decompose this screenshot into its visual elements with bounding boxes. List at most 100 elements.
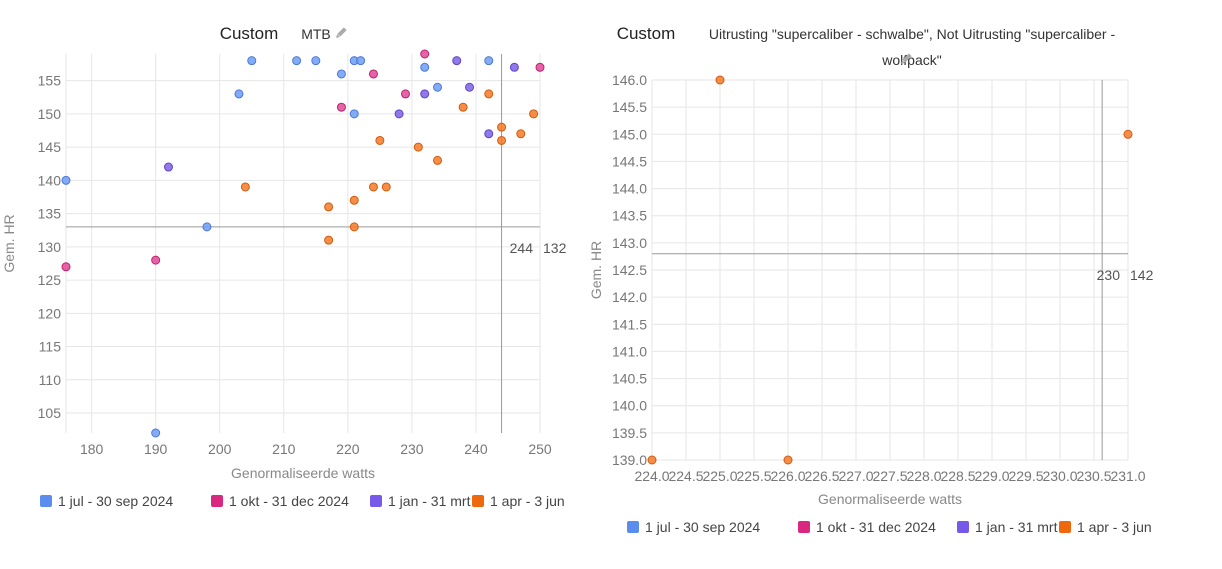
data-point[interactable] bbox=[484, 129, 494, 139]
data-point[interactable] bbox=[311, 56, 321, 66]
chart-subtitle: Uitrusting "supercaliber - schwalbe", No… bbox=[709, 26, 1116, 42]
data-point[interactable] bbox=[783, 455, 793, 465]
legend-swatch[interactable] bbox=[1059, 521, 1071, 533]
y-tick-label: 150 bbox=[38, 106, 62, 122]
data-point[interactable] bbox=[484, 56, 494, 66]
data-point[interactable] bbox=[202, 222, 212, 232]
data-point[interactable] bbox=[465, 82, 475, 92]
data-point[interactable] bbox=[61, 175, 71, 185]
x-tick-label: 210 bbox=[272, 441, 296, 457]
edit-pencil-icon[interactable] bbox=[335, 27, 347, 39]
x-axis-label: Genormaliseerde watts bbox=[818, 491, 962, 507]
x-tick-label: 230 bbox=[400, 441, 424, 457]
data-point[interactable] bbox=[497, 135, 507, 145]
pencil-tip-icon bbox=[336, 34, 340, 38]
data-point[interactable] bbox=[349, 109, 359, 119]
data-point[interactable] bbox=[349, 195, 359, 205]
legend-entry[interactable]: 1 jan - 31 mrt bbox=[388, 493, 471, 509]
data-point[interactable] bbox=[516, 129, 526, 139]
legend-swatch[interactable] bbox=[40, 495, 52, 507]
data-point[interactable] bbox=[433, 155, 443, 165]
legend-swatch[interactable] bbox=[472, 495, 484, 507]
data-point[interactable] bbox=[368, 182, 378, 192]
data-point[interactable] bbox=[240, 182, 250, 192]
data-point[interactable] bbox=[535, 62, 545, 72]
x-tick-label: 190 bbox=[144, 441, 168, 457]
data-point[interactable] bbox=[497, 122, 507, 132]
y-tick-label: 140.5 bbox=[612, 371, 647, 387]
pencil-tip-icon bbox=[901, 60, 905, 64]
y-axis-label: Gem. HR bbox=[588, 241, 604, 299]
legend-entry[interactable]: 1 apr - 3 jun bbox=[490, 493, 565, 509]
legend-entry[interactable]: 1 okt - 31 dec 2024 bbox=[816, 519, 936, 535]
data-point[interactable] bbox=[324, 202, 334, 212]
data-point[interactable] bbox=[458, 102, 468, 112]
y-tick-label: 139.0 bbox=[612, 452, 647, 468]
crosshair-y-readout: 142 bbox=[1130, 267, 1154, 283]
data-point[interactable] bbox=[61, 262, 71, 272]
data-point[interactable] bbox=[336, 69, 346, 79]
data-point[interactable] bbox=[529, 109, 539, 119]
legend-swatch[interactable] bbox=[798, 521, 810, 533]
data-point[interactable] bbox=[420, 62, 430, 72]
data-point[interactable] bbox=[336, 102, 346, 112]
data-point[interactable] bbox=[400, 89, 410, 99]
chart-subtitle: MTB bbox=[301, 26, 331, 42]
y-tick-label: 141.5 bbox=[612, 316, 647, 332]
data-point[interactable] bbox=[375, 135, 385, 145]
data-point[interactable] bbox=[381, 182, 391, 192]
data-point[interactable] bbox=[433, 82, 443, 92]
y-tick-label: 142.5 bbox=[612, 262, 647, 278]
y-tick-label: 139.5 bbox=[612, 425, 647, 441]
x-tick-label: 180 bbox=[80, 441, 104, 457]
data-point[interactable] bbox=[420, 49, 430, 59]
x-tick-label: 228.5 bbox=[940, 468, 975, 484]
y-tick-label: 140 bbox=[38, 172, 62, 188]
legend-entry[interactable]: 1 jul - 30 sep 2024 bbox=[58, 493, 173, 509]
chart-title: Custom bbox=[617, 24, 676, 43]
data-point[interactable] bbox=[292, 56, 302, 66]
y-tick-label: 146.0 bbox=[612, 72, 647, 88]
data-point[interactable] bbox=[247, 56, 257, 66]
data-point[interactable] bbox=[647, 455, 657, 465]
data-point[interactable] bbox=[420, 89, 430, 99]
series-1 bbox=[61, 56, 494, 438]
legend-entry[interactable]: 1 apr - 3 jun bbox=[1077, 519, 1152, 535]
data-point[interactable] bbox=[394, 109, 404, 119]
y-tick-label: 145 bbox=[38, 139, 62, 155]
data-point[interactable] bbox=[1123, 129, 1133, 139]
edit-pencil-icon[interactable] bbox=[900, 53, 912, 65]
x-tick-label: 226.5 bbox=[804, 468, 839, 484]
legend-swatch[interactable] bbox=[370, 495, 382, 507]
data-point[interactable] bbox=[452, 56, 462, 66]
x-tick-label: 228.0 bbox=[906, 468, 941, 484]
data-point[interactable] bbox=[413, 142, 423, 152]
legend-entry[interactable]: 1 okt - 31 dec 2024 bbox=[229, 493, 349, 509]
data-point[interactable] bbox=[151, 428, 161, 438]
data-point[interactable] bbox=[151, 255, 161, 265]
data-point[interactable] bbox=[163, 162, 173, 172]
x-tick-label: 229.0 bbox=[974, 468, 1009, 484]
x-tick-label: 224.0 bbox=[634, 468, 669, 484]
x-tick-label: 227.0 bbox=[838, 468, 873, 484]
legend-swatch[interactable] bbox=[211, 495, 223, 507]
data-point[interactable] bbox=[234, 89, 244, 99]
series-4 bbox=[647, 75, 1133, 465]
legend-entry[interactable]: 1 jan - 31 mrt bbox=[975, 519, 1058, 535]
legend-swatch[interactable] bbox=[627, 521, 639, 533]
data-point[interactable] bbox=[324, 235, 334, 245]
y-tick-label: 144.5 bbox=[612, 153, 647, 169]
y-tick-label: 155 bbox=[38, 73, 62, 89]
legend-swatch[interactable] bbox=[957, 521, 969, 533]
x-tick-label: 229.5 bbox=[1008, 468, 1043, 484]
data-point[interactable] bbox=[368, 69, 378, 79]
data-point[interactable] bbox=[715, 75, 725, 85]
y-tick-label: 140.0 bbox=[612, 398, 647, 414]
data-point[interactable] bbox=[356, 56, 366, 66]
data-point[interactable] bbox=[349, 222, 359, 232]
data-point[interactable] bbox=[509, 62, 519, 72]
legend-entry[interactable]: 1 jul - 30 sep 2024 bbox=[645, 519, 760, 535]
data-point[interactable] bbox=[484, 89, 494, 99]
x-tick-label: 231.0 bbox=[1110, 468, 1145, 484]
